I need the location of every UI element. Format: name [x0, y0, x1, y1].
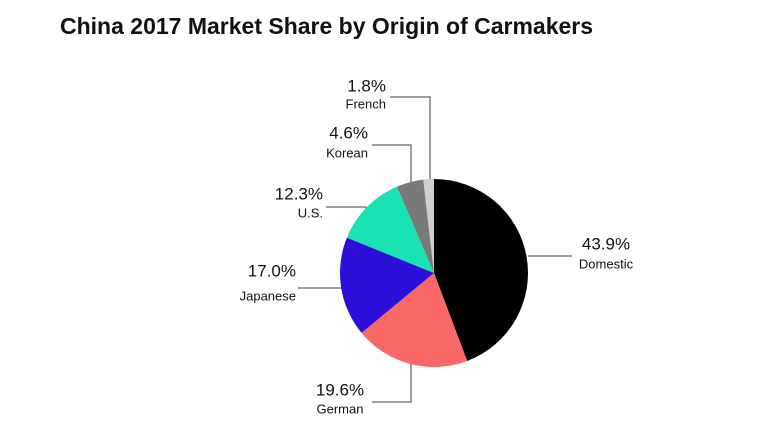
category-label: French — [346, 96, 386, 111]
pie-slice — [340, 237, 434, 333]
pie-slice — [361, 273, 468, 367]
pie-slice — [434, 179, 528, 361]
value-label: 1.8% — [347, 76, 386, 95]
value-label: 17.0% — [248, 261, 296, 280]
value-label: 4.6% — [329, 123, 368, 142]
category-label: U.S. — [298, 205, 323, 220]
category-label: Domestic — [579, 256, 634, 271]
pie-slice — [423, 179, 434, 273]
leader-line — [390, 96, 431, 179]
category-label: German — [317, 401, 364, 416]
category-label: Korean — [326, 145, 368, 160]
leader-lines — [298, 96, 572, 403]
category-label: Japanese — [240, 288, 296, 303]
pie-slice — [346, 186, 434, 273]
value-label: 43.9% — [582, 234, 630, 253]
chart-title: China 2017 Market Share by Origin of Car… — [60, 13, 593, 39]
leader-line — [326, 206, 367, 214]
pie-slice — [396, 179, 434, 273]
leader-line — [372, 144, 412, 186]
value-label: 12.3% — [275, 184, 323, 203]
leader-line — [372, 364, 412, 403]
value-label: 19.6% — [316, 380, 364, 399]
